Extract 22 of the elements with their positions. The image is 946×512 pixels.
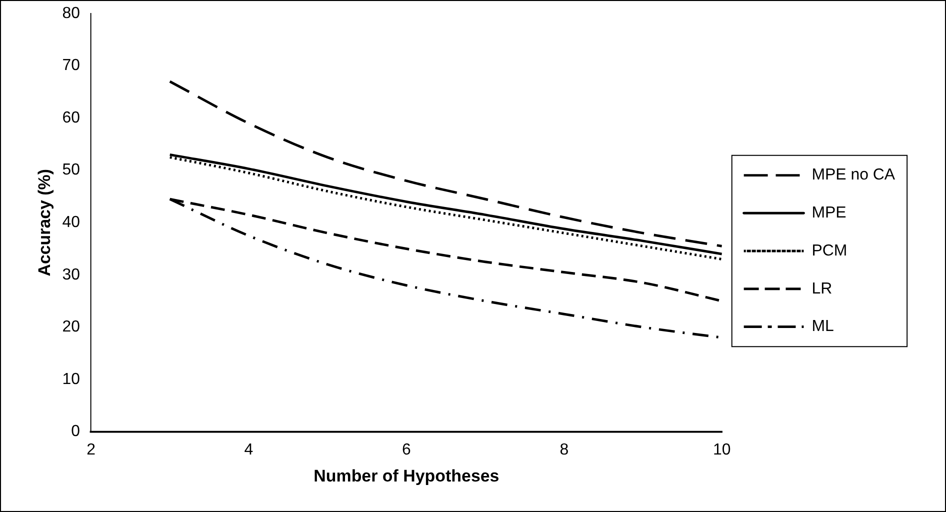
y-tick-label: 60 — [62, 109, 80, 126]
legend-label: MPE no CA — [812, 166, 896, 184]
y-axis-title: Accuracy (%) — [34, 169, 54, 276]
y-tick-label: 0 — [71, 423, 80, 440]
y-tick-label: 30 — [62, 266, 80, 284]
x-tick-label: 10 — [713, 442, 731, 459]
x-tick-label: 6 — [402, 442, 412, 459]
x-tick-label: 4 — [244, 442, 254, 459]
x-tick-label: 8 — [560, 442, 569, 459]
legend-label: LR — [812, 280, 832, 298]
y-tick-label: 40 — [62, 214, 80, 232]
legend-label: ML — [812, 318, 834, 336]
legend-label: MPE — [812, 204, 846, 222]
y-tick-label: 70 — [62, 57, 80, 74]
y-tick-label: 80 — [62, 4, 80, 22]
line-series — [168, 80, 722, 248]
x-axis-title: Number of Hypotheses — [314, 466, 500, 486]
legend-label: PCM — [812, 242, 848, 260]
y-tick-label: 20 — [62, 318, 80, 336]
y-tick-label: 10 — [62, 370, 80, 388]
y-tick-label: 50 — [62, 162, 80, 179]
x-tick-label: 2 — [86, 442, 96, 459]
